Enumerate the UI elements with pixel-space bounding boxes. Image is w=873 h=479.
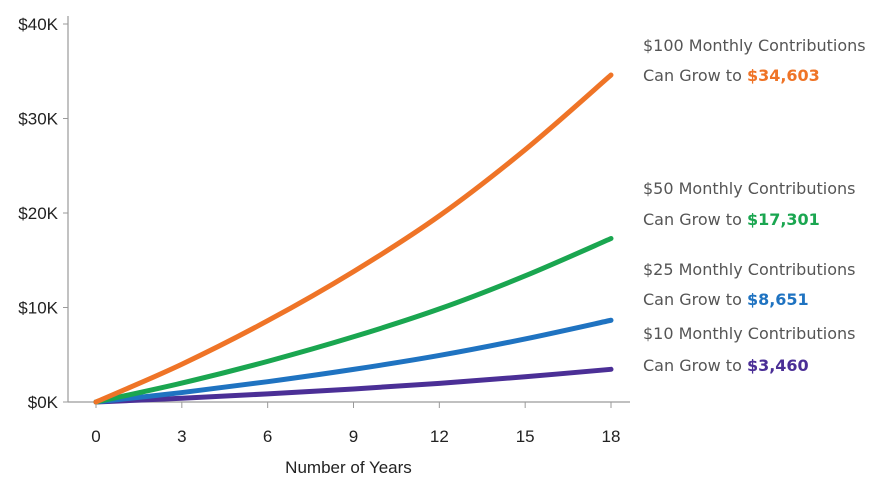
annotation-title-25: $25 Monthly Contributions (643, 260, 855, 279)
x-axis-title: Number of Years (285, 458, 412, 477)
annotation-title-50: $50 Monthly Contributions (643, 179, 855, 198)
x-tick-label: 9 (349, 427, 358, 446)
annotation-title-10: $10 Monthly Contributions (643, 324, 855, 343)
annotation-prefix: Can Grow to (643, 66, 747, 85)
x-tick-label: 0 (91, 427, 100, 446)
annotation-amount: $8,651 (747, 290, 809, 309)
y-tick-label: $20K (18, 204, 58, 223)
annotation-title-100: $100 Monthly Contributions (643, 36, 866, 55)
annotation-prefix: Can Grow to (643, 210, 747, 229)
series-line-50 (93, 236, 614, 405)
x-tick-label: 12 (430, 427, 449, 446)
annotation-amount: $34,603 (747, 66, 820, 85)
annotation-value-25: Can Grow to $8,651 (643, 290, 809, 309)
series-line-25 (93, 317, 614, 405)
annotation-value-100: Can Grow to $34,603 (643, 66, 820, 85)
series-line-100 (93, 72, 614, 405)
x-tick-label: 6 (263, 427, 272, 446)
y-tick-label: $40K (18, 15, 58, 34)
y-tick-label: $0K (28, 393, 59, 412)
x-tick-label: 15 (516, 427, 535, 446)
y-tick-label: $10K (18, 299, 58, 318)
x-tick-label: 18 (602, 427, 621, 446)
annotation-prefix: Can Grow to (643, 290, 747, 309)
annotation-amount: $3,460 (747, 356, 809, 375)
series-line-10 (93, 366, 614, 405)
y-tick-label: $30K (18, 110, 58, 129)
annotation-prefix: Can Grow to (643, 356, 747, 375)
annotation-amount: $17,301 (747, 210, 820, 229)
annotation-value-10: Can Grow to $3,460 (643, 356, 809, 375)
x-tick-label: 3 (177, 427, 186, 446)
annotation-value-50: Can Grow to $17,301 (643, 210, 820, 229)
